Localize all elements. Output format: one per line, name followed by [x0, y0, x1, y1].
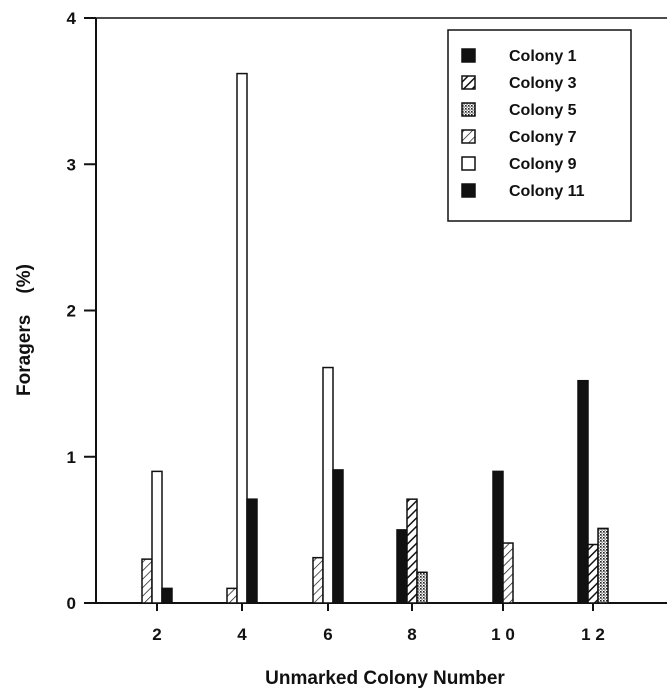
bar-colony-1-cat-12: [577, 379, 589, 604]
bar-colony-7-cat-4: [226, 587, 238, 604]
bar-colony-7-cat-2: [141, 558, 153, 604]
y-tick-label: 2: [67, 302, 76, 321]
legend-swatch: [461, 156, 476, 171]
x-tick-label: 4: [237, 625, 247, 644]
y-tick-label: 0: [67, 594, 76, 613]
bar-colony-1-cat-10: [492, 470, 504, 604]
x-tick-label: 1 2: [581, 625, 605, 644]
bar-colony-11-cat-6: [332, 469, 344, 604]
bar-colony-9-cat-4: [236, 72, 248, 604]
x-tick-label: 2: [152, 625, 161, 644]
legend-swatch: [461, 102, 476, 117]
x-tick-label: 8: [407, 625, 416, 644]
bar-colony-7-cat-6: [312, 556, 324, 604]
bar-colony-5-cat-8: [416, 571, 428, 604]
y-axis-title: Foragers (%): [14, 264, 35, 396]
bar-colony-5-cat-12: [597, 527, 609, 604]
legend-label: Colony 9: [509, 156, 577, 173]
bar-colony-11-cat-2: [161, 587, 173, 604]
legend-label: Colony 11: [509, 183, 585, 200]
x-axis-ticks: 2 4 6 8 1 0 1 2: [152, 603, 605, 644]
bar-colony-11-cat-4: [246, 498, 258, 604]
x-tick-label: 6: [323, 625, 332, 644]
x-axis-title: Unmarked Colony Number: [265, 668, 505, 689]
bar-colony-9-cat-2: [151, 470, 163, 604]
legend-swatch: [461, 183, 476, 198]
legend: Colony 1 Colony 3 Colony 5 Colony 7 Colony 9…: [447, 29, 632, 222]
legend-label: Colony 3: [509, 75, 577, 92]
y-tick-label: 3: [67, 155, 76, 174]
legend-label: Colony 5: [509, 102, 577, 119]
legend-swatch: [461, 75, 476, 90]
bars: [141, 72, 609, 604]
legend-box: [447, 29, 632, 222]
y-axis-ticks: 0 1 2 3 4: [67, 9, 96, 613]
x-tick-label: 1 0: [491, 625, 515, 644]
legend-label: Colony 7: [509, 129, 577, 146]
bar-colony-3-cat-8: [406, 498, 418, 604]
legend-swatch: [461, 129, 476, 144]
y-tick-label: 4: [67, 9, 77, 28]
bar-colony-3-cat-12: [587, 543, 599, 604]
bar-colony-9-cat-6: [322, 366, 334, 604]
legend-swatch: [461, 48, 476, 63]
bar-colony-7-cat-10: [502, 542, 514, 604]
bar-colony-1-cat-8: [396, 529, 408, 604]
legend-label: Colony 1: [509, 48, 577, 65]
y-tick-label: 1: [67, 448, 76, 467]
